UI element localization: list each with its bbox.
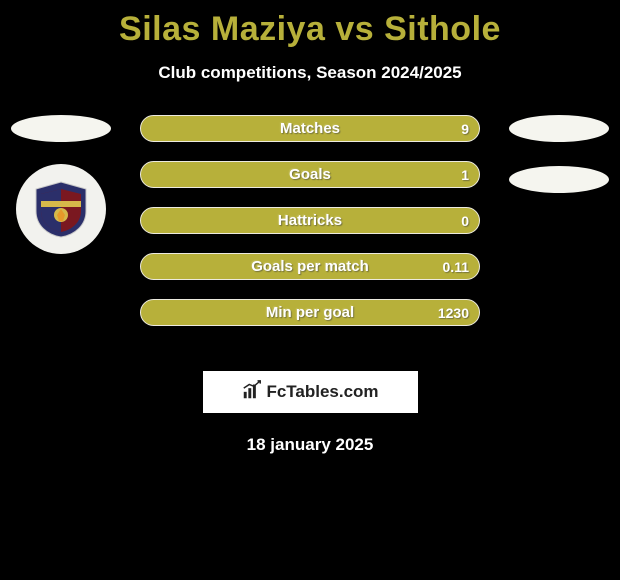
player-right-blank-oval (509, 166, 609, 193)
player-left-column (6, 115, 116, 254)
stat-label: Hattricks (278, 212, 342, 229)
club-badge-shield-icon (31, 179, 91, 239)
player-right-column (504, 115, 614, 193)
stat-value: 1 (461, 167, 469, 183)
bar-chart-rising-icon (241, 379, 263, 406)
stats-bars: Matches 9 Goals 1 Hattricks 0 Goals per … (140, 115, 480, 326)
page-title: Silas Maziya vs Sithole (0, 0, 620, 49)
club-badge-ring (16, 164, 106, 254)
player-left-club-badge (16, 164, 106, 254)
stat-value: 0.11 (443, 259, 469, 275)
stat-row: Min per goal 1230 (140, 299, 480, 326)
stat-label: Goals per match (251, 258, 369, 275)
brand-name: FcTables.com (266, 382, 378, 402)
stat-row: Goals per match 0.11 (140, 253, 480, 280)
stat-row: Hattricks 0 (140, 207, 480, 234)
stat-value: 9 (461, 121, 469, 137)
stat-value: 0 (461, 213, 469, 229)
stat-row: Goals 1 (140, 161, 480, 188)
player-right-blank-oval (509, 115, 609, 142)
stat-label: Min per goal (266, 304, 354, 321)
subtitle: Club competitions, Season 2024/2025 (0, 63, 620, 83)
stat-label: Matches (280, 120, 340, 137)
stat-row: Matches 9 (140, 115, 480, 142)
brand-logo-box[interactable]: FcTables.com (203, 371, 418, 413)
date-caption: 18 january 2025 (0, 435, 620, 455)
stat-value: 1230 (438, 305, 469, 321)
stat-label: Goals (289, 166, 331, 183)
player-left-blank-oval (11, 115, 111, 142)
comparison-area: Matches 9 Goals 1 Hattricks 0 Goals per … (0, 115, 620, 345)
